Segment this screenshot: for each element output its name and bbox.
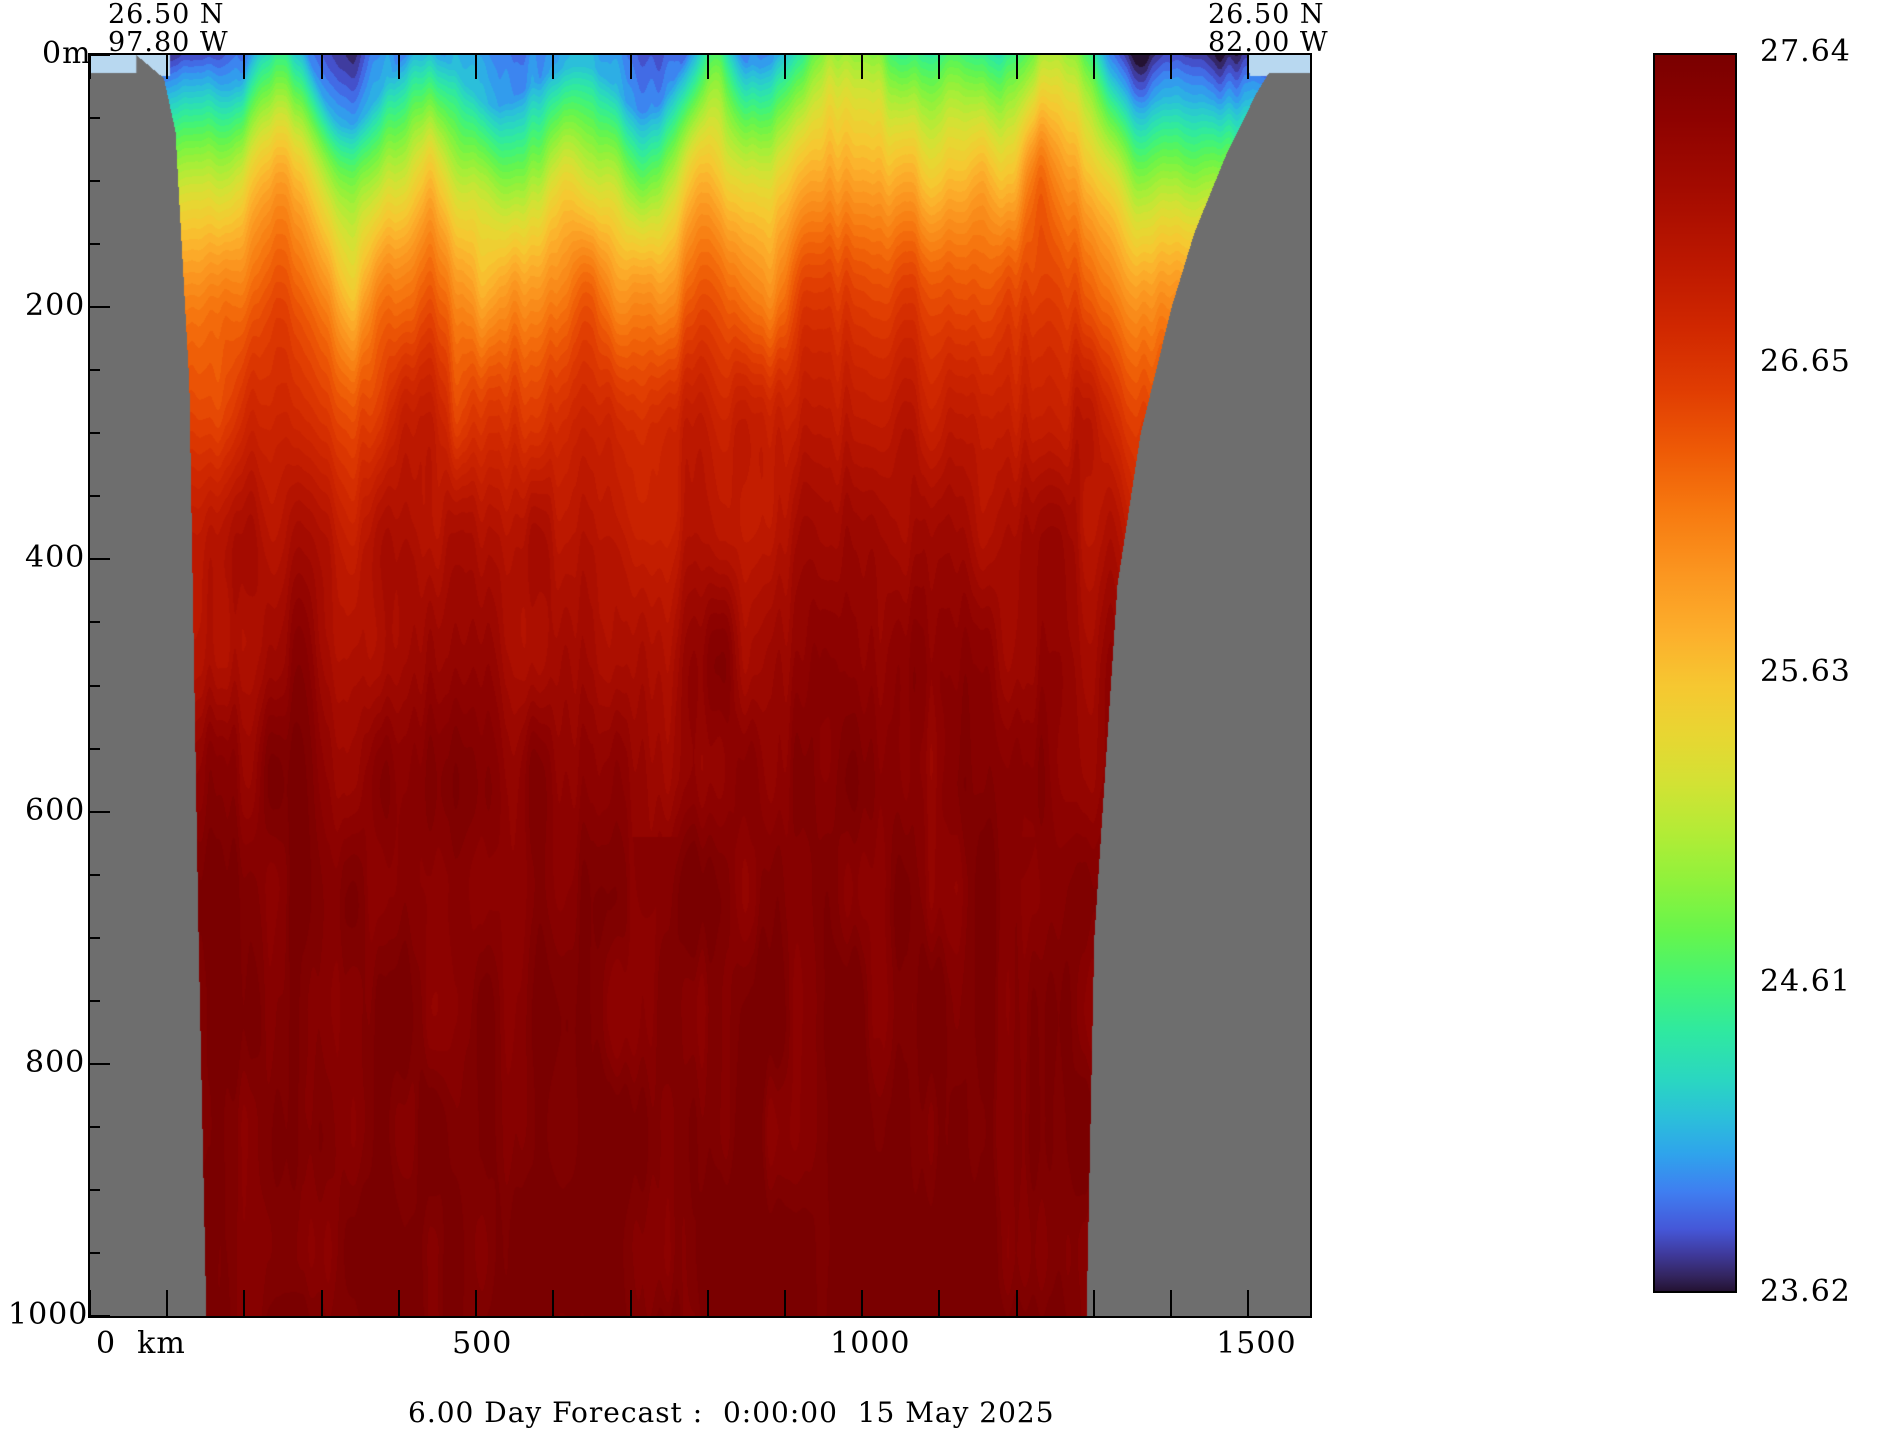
- x-tick-bottom: [1247, 1290, 1250, 1316]
- x-tick-bottom: [783, 1290, 786, 1316]
- y-tick-label: 1000: [8, 1297, 89, 1332]
- y-tick-minor: [88, 873, 100, 876]
- y-tick-minor: [88, 180, 100, 183]
- x-tick-top: [397, 53, 400, 79]
- x-tick-top: [243, 53, 246, 79]
- y-tick-major: [88, 810, 110, 813]
- y-tick-minor: [88, 1188, 100, 1191]
- x-tick-bottom: [320, 1290, 323, 1316]
- y-tick-major: [88, 1062, 110, 1065]
- x-tick-top: [1015, 53, 1018, 79]
- x-tick-bottom: [89, 1290, 91, 1316]
- colorbar-tick-label: 26.65: [1760, 344, 1851, 379]
- temperature-colorbar[interactable]: [1653, 53, 1737, 1293]
- x-tick-label: 1000: [830, 1326, 911, 1361]
- y-tick-minor: [88, 117, 100, 120]
- y-tick-major: [88, 54, 110, 56]
- colorbar-tick-label: 24.61: [1760, 964, 1851, 999]
- x-tick-bottom: [166, 1290, 169, 1316]
- x-tick-top: [861, 53, 864, 79]
- y-tick-minor: [88, 369, 100, 372]
- colorbar-tick-label: 25.63: [1760, 654, 1851, 689]
- x-tick-bottom: [1015, 1290, 1018, 1316]
- x-tick-bottom: [938, 1290, 941, 1316]
- x-tick-top: [89, 53, 91, 79]
- y-tick-minor: [88, 684, 100, 687]
- temperature-field-canvas: [90, 55, 1310, 1316]
- x-tick-top: [783, 53, 786, 79]
- y-tick-minor: [88, 1251, 100, 1254]
- x-tick-top: [552, 53, 555, 79]
- top-left-latitude-label: 26.50 N: [108, 0, 225, 30]
- forecast-caption: 6.00 Day Forecast : 0:00:00 15 May 2025: [408, 1396, 1055, 1429]
- x-tick-bottom: [706, 1290, 709, 1316]
- cross-section-plot-panel[interactable]: [88, 53, 1312, 1318]
- x-tick-bottom: [397, 1290, 400, 1316]
- x-tick-top: [166, 53, 169, 79]
- x-tick-bottom: [1170, 1290, 1172, 1316]
- y-tick-label: 600: [25, 792, 86, 828]
- y-tick-label: 0m: [42, 36, 92, 71]
- x-tick-label: 0 km: [96, 1326, 186, 1361]
- x-tick-top: [320, 53, 323, 79]
- x-tick-label: 1500: [1216, 1326, 1297, 1361]
- y-tick-minor: [88, 432, 100, 435]
- y-tick-minor: [88, 747, 100, 750]
- y-tick-minor: [88, 1125, 100, 1128]
- colorbar-tick-label: 27.64: [1760, 34, 1851, 69]
- x-tick-bottom: [1092, 1290, 1095, 1316]
- y-tick-label: 200: [25, 288, 86, 324]
- x-tick-bottom: [552, 1290, 555, 1316]
- x-tick-bottom: [861, 1290, 864, 1316]
- y-tick-label: 400: [25, 540, 86, 576]
- x-tick-bottom: [629, 1290, 632, 1316]
- colorbar-tick-label: 23.62: [1760, 1274, 1851, 1309]
- x-tick-top: [1247, 53, 1250, 79]
- x-tick-top: [1170, 53, 1172, 79]
- x-tick-top: [629, 53, 632, 79]
- x-tick-bottom: [475, 1290, 478, 1316]
- y-tick-major: [88, 1315, 110, 1317]
- x-tick-label: 500: [452, 1326, 513, 1361]
- y-tick-minor: [88, 621, 100, 624]
- y-tick-minor: [88, 936, 100, 939]
- y-tick-minor: [88, 999, 100, 1002]
- x-tick-top: [475, 53, 478, 79]
- top-left-longitude-label: 97.80 W: [108, 27, 229, 58]
- x-tick-top: [706, 53, 709, 79]
- x-tick-bottom: [243, 1290, 246, 1316]
- y-tick-minor: [88, 495, 100, 498]
- x-tick-top: [1092, 53, 1095, 79]
- x-tick-top: [938, 53, 941, 79]
- y-tick-major: [88, 306, 110, 309]
- y-tick-major: [88, 558, 110, 561]
- y-tick-label: 800: [25, 1044, 86, 1080]
- y-tick-minor: [88, 243, 100, 246]
- top-right-latitude-label: 26.50 N: [1208, 0, 1325, 30]
- top-right-longitude-label: 82.00 W: [1208, 27, 1329, 58]
